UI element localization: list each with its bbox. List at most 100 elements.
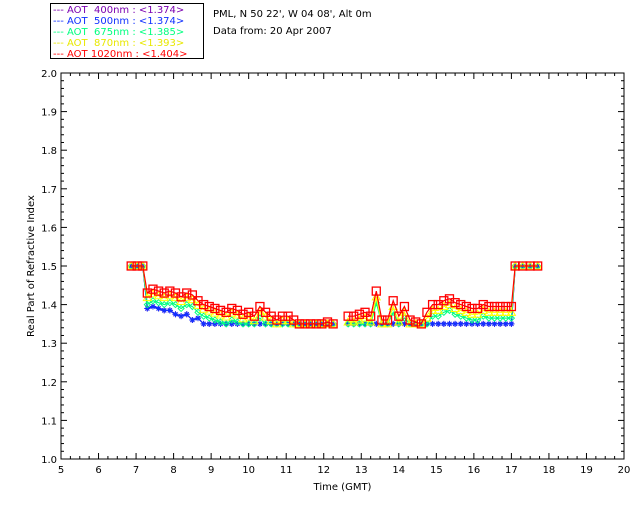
x-tick-label: 8 bbox=[170, 465, 176, 476]
data-point-aot-675nm bbox=[507, 314, 516, 322]
legend: --- AOT 400nm : <1.374> --- AOT 500nm : … bbox=[50, 3, 204, 60]
data-point-aot-1020nm bbox=[478, 299, 488, 310]
data-point-aot-1020nm bbox=[182, 288, 192, 298]
date-text: Data from: 20 Apr 2007 bbox=[213, 26, 332, 37]
data-point-aot-1020nm bbox=[153, 286, 164, 296]
data-point-aot-1020nm bbox=[506, 301, 517, 312]
data-point-aot-675nm bbox=[250, 320, 259, 328]
data-point-aot-1020nm bbox=[439, 296, 449, 306]
data-point-aot-1020nm bbox=[461, 301, 472, 312]
data-point-aot-500nm bbox=[330, 320, 337, 327]
data-point-aot-675nm bbox=[502, 314, 510, 322]
data-point-aot-1020nm bbox=[317, 319, 327, 329]
data-point-aot-500nm bbox=[149, 303, 156, 310]
x-tick-label: 20 bbox=[618, 465, 631, 476]
data-point-aot-675nm bbox=[166, 298, 174, 307]
legend-entry-400nm: --- AOT 400nm : <1.374> bbox=[53, 5, 185, 16]
data-point-aot-675nm bbox=[434, 312, 442, 320]
data-point-aot-1020nm bbox=[249, 311, 259, 321]
data-point-aot-675nm bbox=[366, 320, 375, 328]
data-point-aot-675nm bbox=[440, 308, 448, 317]
data-point-aot-1020nm bbox=[277, 311, 288, 321]
data-point-aot-870nm bbox=[495, 307, 506, 316]
data-point-aot-1020nm bbox=[467, 303, 477, 314]
data-point-aot-1020nm bbox=[365, 311, 376, 321]
data-point-aot-1020nm bbox=[394, 311, 404, 321]
data-point-aot-500nm bbox=[217, 320, 224, 327]
data-point-aot-500nm bbox=[228, 320, 235, 327]
data-point-aot-870nm bbox=[393, 316, 404, 326]
data-point-aot-870nm bbox=[506, 307, 517, 316]
data-point-aot-1020nm bbox=[377, 315, 387, 325]
data-point-aot-1020nm bbox=[204, 301, 214, 312]
data-point-aot-1020nm bbox=[311, 319, 321, 329]
y-tick-label: 2.0 bbox=[41, 69, 57, 80]
data-point-aot-675nm bbox=[468, 316, 476, 324]
y-tick-label: 1.8 bbox=[41, 146, 57, 157]
data-point-aot-500nm bbox=[480, 320, 487, 327]
data-point-aot-500nm bbox=[189, 317, 196, 324]
y-tick-label: 1.3 bbox=[41, 339, 57, 350]
data-point-aot-1020nm bbox=[238, 309, 248, 319]
x-tick-label: 19 bbox=[580, 465, 593, 476]
y-tick-label: 1.0 bbox=[41, 455, 57, 466]
data-point-aot-500nm bbox=[452, 320, 459, 327]
y-tick-label: 1.9 bbox=[41, 108, 57, 119]
data-point-aot-500nm bbox=[172, 311, 179, 318]
data-point-aot-1020nm bbox=[159, 288, 169, 298]
data-point-aot-500nm bbox=[485, 320, 492, 327]
data-point-aot-1020nm bbox=[416, 319, 426, 329]
x-axis-label: Time (GMT) bbox=[313, 482, 372, 493]
y-tick-label: 1.6 bbox=[41, 223, 57, 234]
data-point-aot-675nm bbox=[154, 298, 163, 307]
data-point-aot-1020nm bbox=[354, 309, 365, 319]
data-point-aot-675nm bbox=[344, 320, 352, 328]
data-point-aot-1020nm bbox=[405, 315, 415, 325]
data-point-aot-500nm bbox=[206, 320, 213, 327]
data-point-aot-1020nm bbox=[371, 286, 381, 296]
data-point-aot-500nm bbox=[435, 320, 442, 327]
info-block: PML, N 50 22', W 04 08', Alt 0m Data fro… bbox=[213, 6, 372, 40]
data-point-aot-1020nm bbox=[349, 311, 359, 321]
data-point-aot-1020nm bbox=[215, 305, 226, 316]
data-point-aot-675nm bbox=[160, 300, 168, 309]
data-point-aot-500nm bbox=[373, 320, 380, 327]
data-point-aot-1020nm bbox=[489, 301, 500, 312]
location-text: PML, N 50 22', W 04 08', Alt 0m bbox=[213, 9, 372, 20]
data-point-aot-500nm bbox=[463, 320, 470, 327]
x-tick-label: 13 bbox=[355, 465, 368, 476]
y-tick-label: 1.4 bbox=[41, 301, 57, 312]
y-tick-label: 1.2 bbox=[41, 378, 57, 389]
data-point-aot-500nm bbox=[429, 320, 436, 327]
x-tick-label: 17 bbox=[505, 465, 518, 476]
x-tick-label: 14 bbox=[392, 465, 405, 476]
data-point-aot-1020nm bbox=[422, 307, 432, 317]
data-point-aot-675nm bbox=[239, 320, 247, 328]
data-point-aot-1020nm bbox=[305, 319, 316, 329]
data-point-aot-1020nm bbox=[255, 301, 265, 312]
data-point-aot-1020nm bbox=[165, 286, 175, 296]
legend-entry-500nm: --- AOT 500nm : <1.374> bbox=[53, 16, 185, 27]
data-point-aot-1020nm bbox=[343, 311, 353, 321]
legend-entry-1020nm: --- AOT 1020nm : <1.404> bbox=[53, 49, 188, 60]
data-point-aot-1020nm bbox=[501, 301, 511, 312]
x-tick-label: 12 bbox=[317, 465, 330, 476]
data-point-aot-1020nm bbox=[328, 319, 338, 329]
data-point-aot-500nm bbox=[440, 320, 447, 327]
data-point-aot-500nm bbox=[234, 320, 241, 327]
x-tick-label: 16 bbox=[467, 465, 480, 476]
data-point-aot-1020nm bbox=[456, 299, 466, 310]
data-point-aot-675nm bbox=[199, 312, 208, 320]
y-tick-label: 1.7 bbox=[41, 185, 57, 196]
data-point-aot-500nm bbox=[497, 320, 504, 327]
data-point-aot-870nm bbox=[343, 316, 353, 326]
data-point-aot-500nm bbox=[401, 320, 408, 327]
series-line-aot-1020nm bbox=[131, 265, 538, 325]
legend-entry-675nm: --- AOT 675nm : <1.385> bbox=[53, 27, 185, 38]
data-point-aot-870nm bbox=[467, 309, 477, 318]
data-point-aot-500nm bbox=[178, 313, 185, 320]
data-point-aot-1020nm bbox=[484, 301, 494, 312]
data-point-aot-1020nm bbox=[495, 301, 505, 312]
data-point-aot-675nm bbox=[205, 314, 213, 322]
